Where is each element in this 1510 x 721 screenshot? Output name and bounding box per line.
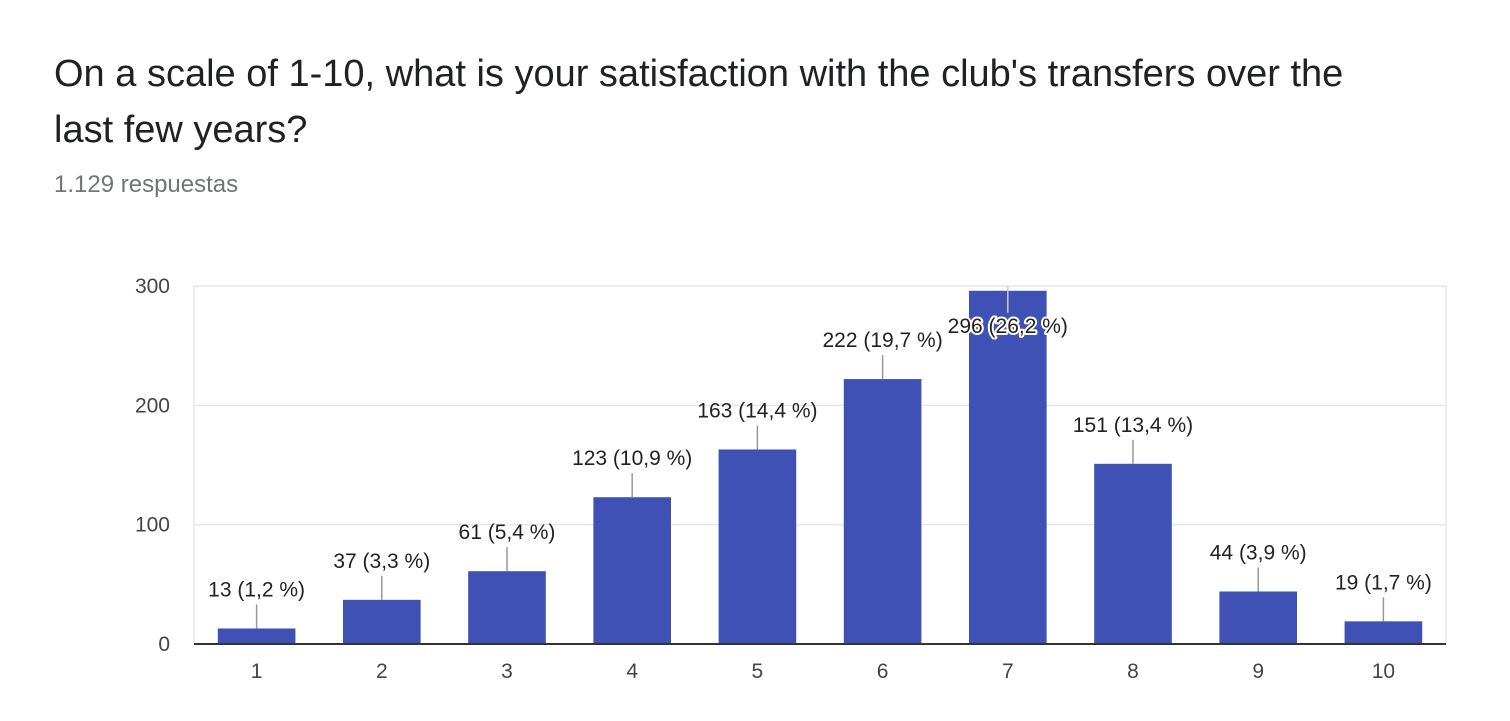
x-tick-label-3: 3: [501, 660, 513, 683]
x-tick-label-2: 2: [376, 660, 388, 683]
data-label-6: 222 (19,7 %): [822, 329, 942, 352]
y-tick-label-200: 200: [135, 394, 170, 417]
bar-1: [217, 628, 296, 644]
bars: [217, 290, 1423, 644]
data-label-4: 123 (10,9 %): [572, 447, 692, 470]
data-label-3: 61 (5,4 %): [459, 521, 556, 544]
x-axis-ticks: 1 2 3 4 5 6 7 8 9 10: [251, 660, 1395, 683]
bar-3: [468, 571, 546, 644]
question-title: On a scale of 1-10, what is your satisfa…: [54, 53, 1344, 151]
x-tick-label-6: 6: [877, 660, 889, 683]
data-label-8: 151 (13,4 %): [1073, 414, 1193, 437]
data-label-10: 19 (1,7 %): [1335, 571, 1432, 594]
x-tick-label-1: 1: [251, 660, 263, 683]
response-count: 1.129 respuestas: [54, 171, 239, 198]
x-tick-label-9: 9: [1252, 660, 1264, 683]
bar-7: [968, 290, 1047, 644]
y-tick-label-0: 0: [158, 633, 170, 656]
x-tick-label-4: 4: [626, 660, 638, 683]
bar-4: [593, 497, 672, 644]
bar-5: [718, 449, 797, 644]
data-label-1: 13 (1,2 %): [208, 578, 305, 601]
y-axis-ticks: 0 100 200 300: [135, 275, 170, 656]
x-tick-label-8: 8: [1127, 660, 1139, 683]
bar-2: [342, 599, 421, 644]
x-tick-label-5: 5: [752, 660, 764, 683]
bar-8: [1094, 463, 1172, 644]
y-tick-label-300: 300: [135, 275, 170, 298]
x-tick-label-7: 7: [1002, 660, 1014, 683]
x-tick-label-10: 10: [1372, 660, 1395, 683]
data-labels: 13 (1,2 %) 37 (3,3 %) 61 (5,4 %) 123 (10,9 …: [208, 286, 1432, 629]
bar-9: [1219, 591, 1298, 644]
bar-6: [843, 379, 922, 644]
grid-lines: [193, 285, 1447, 644]
data-label-2: 37 (3,3 %): [333, 550, 430, 573]
bar-10: [1344, 621, 1423, 644]
data-label-7: 296 (26,2 %): [948, 315, 1068, 338]
y-tick-label-100: 100: [135, 514, 170, 537]
data-label-9: 44 (3,9 %): [1210, 541, 1307, 564]
data-label-5: 163 (14,4 %): [697, 399, 817, 422]
